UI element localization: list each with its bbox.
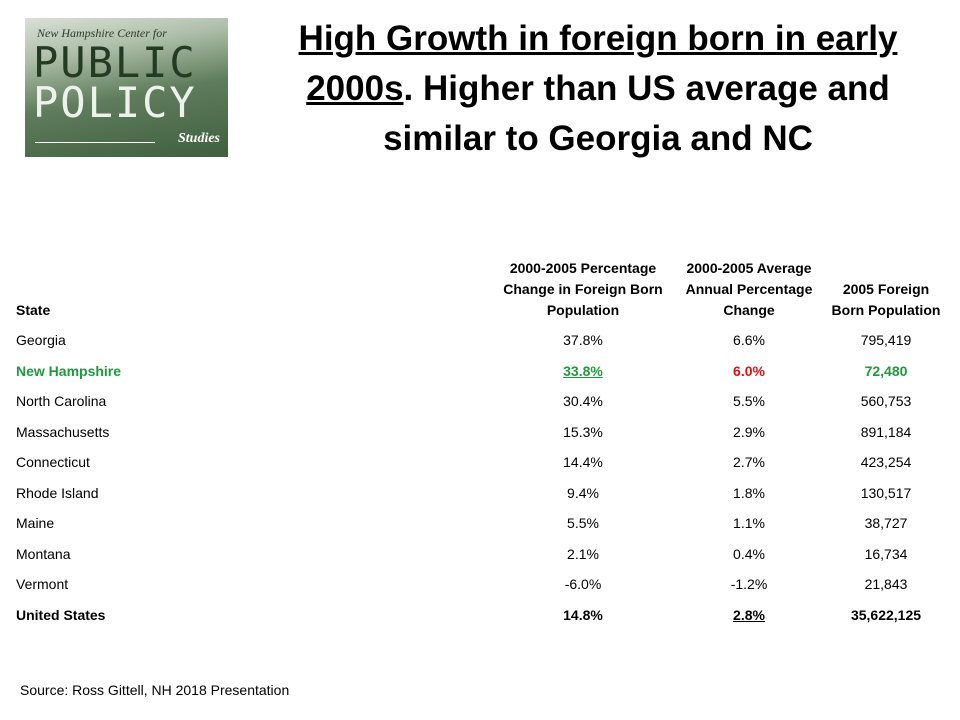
table-row: Rhode Island 9.4% 1.8% 130,517	[12, 478, 948, 509]
table-cell: 5.5%	[567, 515, 599, 532]
table-cell: 5.5%	[733, 393, 765, 410]
logo-text: POLICY	[33, 78, 197, 127]
table-cell: United States	[16, 606, 106, 623]
table-cell: 6.0%	[733, 362, 765, 379]
table-cell: 16,734	[864, 545, 908, 562]
table-cell: 423,254	[860, 454, 912, 471]
title: High Growth in foreign born in early 200…	[270, 14, 926, 164]
table-cell: -6.0%	[564, 576, 602, 593]
logo: New Hampshire Center for PUBLIC POLICY S…	[25, 18, 228, 157]
table-row: United States 14.8% 2.8% 35,622,125	[12, 600, 948, 631]
table-row: Maine 5.5% 1.1% 38,727	[12, 508, 948, 539]
table-row: Montana 2.1% 0.4% 16,734	[12, 539, 948, 570]
logo-text: New Hampshire Center for	[37, 26, 167, 40]
table-cell: Massachusetts	[16, 423, 110, 440]
data-table: State 2000-2005 Percentage Change in Fore…	[12, 258, 948, 630]
table-cell: 130,517	[860, 484, 912, 501]
table-cell: Montana	[16, 545, 71, 562]
table-cell: 14.8%	[563, 606, 603, 623]
table-cell: 14.4%	[563, 454, 603, 471]
table-cell: Georgia	[16, 332, 66, 349]
title-rest: . Higher than US average and similar to …	[383, 69, 890, 158]
table-cell: 2.7%	[733, 454, 765, 471]
table-cell: 15.3%	[563, 423, 603, 440]
table-cell: 2.1%	[567, 545, 599, 562]
table-cell: Connecticut	[16, 454, 90, 471]
table-row: Connecticut 14.4% 2.7% 423,254	[12, 447, 948, 478]
table-cell: 0.4%	[733, 545, 765, 562]
table-body: Georgia 37.8% 6.6% 795,419 New Hampshire 33.8…	[12, 325, 948, 630]
table-cell: 891,184	[860, 423, 912, 440]
table-cell: Maine	[16, 515, 55, 532]
table-cell: 2.8%	[733, 606, 765, 623]
table-cell: 37.8%	[563, 332, 603, 349]
source: Source: Ross Gittell, NH 2018 Presentati…	[20, 682, 290, 698]
table-row: Georgia 37.8% 6.6% 795,419	[12, 325, 948, 356]
table-cell: 6.6%	[733, 332, 765, 349]
logo-text: PUBLIC	[33, 38, 197, 87]
header-cell: State	[16, 302, 51, 318]
table-cell: 38,727	[864, 515, 908, 532]
table-cell: 9.4%	[567, 484, 599, 501]
table-cell: 1.8%	[733, 484, 765, 501]
table-cell: 30.4%	[563, 393, 603, 410]
header-row: State 2000-2005 Percentage Change in Fore…	[12, 258, 948, 325]
title-underlined: High Growth in foreign born in early 200…	[298, 19, 898, 108]
logo-rule	[35, 142, 155, 143]
table-cell: 2.9%	[733, 423, 765, 440]
table-cell: 21,843	[864, 576, 908, 593]
table-row: North Carolina 30.4% 5.5% 560,753	[12, 386, 948, 417]
table-cell: 795,419	[860, 332, 912, 349]
table-cell: 560,753	[860, 393, 912, 410]
table-cell: 35,622,125	[850, 606, 922, 623]
table-cell: Vermont	[16, 576, 69, 593]
table-row: New Hampshire 33.8% 6.0% 72,480	[12, 356, 948, 387]
table-cell: North Carolina	[16, 393, 107, 410]
table-row: Massachusetts 15.3% 2.9% 891,184	[12, 417, 948, 448]
table-cell: -1.2%	[730, 576, 768, 593]
header-cell: 2000-2005 Percentage Change in Foreign B…	[503, 260, 663, 318]
logo-text: Studies	[177, 131, 220, 146]
table-cell: 72,480	[864, 362, 908, 379]
table-cell: 33.8%	[563, 362, 603, 379]
header-cell: 2005 Foreign Born Population	[831, 281, 941, 318]
table-cell: Rhode Island	[16, 484, 99, 501]
table-row: Vermont -6.0% -1.2% 21,843	[12, 569, 948, 600]
table-cell: 1.1%	[733, 515, 765, 532]
table-cell: New Hampshire	[16, 362, 122, 379]
header-cell: 2000-2005 Average Annual Percentage Chan…	[685, 260, 813, 318]
